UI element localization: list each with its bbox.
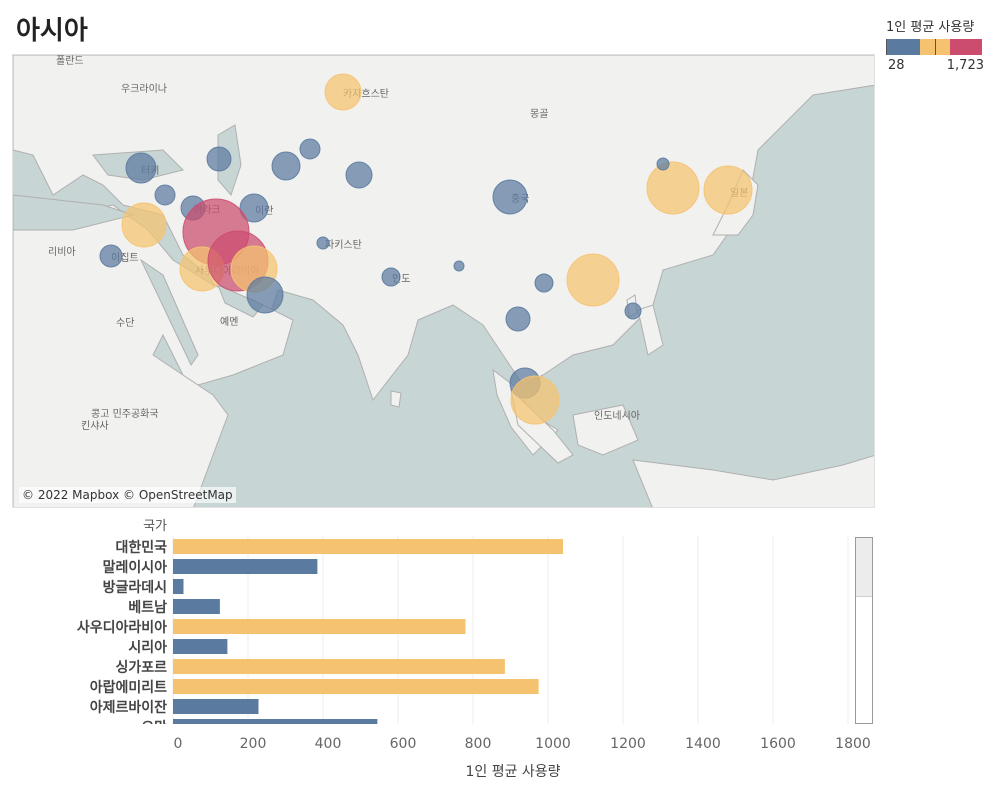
x-tick-label: 400 bbox=[315, 736, 342, 752]
x-tick-label: 1800 bbox=[835, 736, 871, 752]
legend-max-label: 1,723 bbox=[946, 58, 984, 73]
x-tick-label: 1400 bbox=[685, 736, 721, 752]
row-header-label: 국가 bbox=[143, 519, 167, 534]
map-country-bubble[interactable] bbox=[206, 146, 232, 172]
legend-tick bbox=[886, 39, 887, 55]
bar[interactable] bbox=[173, 679, 539, 694]
map-place-label: 파키스탄 bbox=[325, 239, 362, 251]
map-place-label: 우크라이나 bbox=[121, 83, 167, 95]
bar-category-label: 싱가포르 bbox=[115, 660, 167, 676]
land-mass-philippines bbox=[637, 304, 664, 356]
bar-category-label: 아제르바이잔 bbox=[90, 699, 167, 716]
page-title: 아시아 bbox=[16, 16, 88, 46]
bar[interactable] bbox=[173, 579, 184, 594]
bar[interactable] bbox=[173, 619, 466, 634]
red-sea bbox=[139, 258, 199, 366]
map-country-bubble[interactable] bbox=[345, 161, 373, 189]
color-legend: 1인 평균 사용량 28 1,723 bbox=[886, 16, 990, 73]
x-tick-label: 800 bbox=[465, 736, 492, 752]
x-tick-label: 1000 bbox=[535, 736, 571, 752]
legend-segment-high bbox=[950, 39, 982, 55]
bar[interactable] bbox=[173, 599, 220, 614]
map-country-bubble[interactable] bbox=[492, 179, 528, 215]
bar-chart-canvas: 국가 대한민국말레이시아방글라데시베트남사우디아라비아시리아싱가포르아랍에미리트… bbox=[0, 519, 871, 780]
land-mass-indonesia-east bbox=[632, 455, 874, 507]
x-tick-label: 600 bbox=[390, 736, 417, 752]
map-place-label: 리비아 bbox=[48, 246, 76, 258]
map-country-bubble[interactable] bbox=[381, 267, 401, 287]
map-country-bubble[interactable] bbox=[246, 276, 284, 314]
map-country-bubble[interactable] bbox=[125, 152, 157, 184]
bar-category-label: 사우디아라비아 bbox=[77, 619, 167, 636]
map-country-bubble[interactable] bbox=[154, 184, 176, 206]
bar[interactable] bbox=[173, 639, 228, 654]
map-place-label: 예멘 bbox=[220, 316, 238, 328]
map-view[interactable]: 폴란드우크라이나카자흐스탄몽골터키이라크이란중국일본리비아이집트사우디아라비아파… bbox=[12, 54, 875, 508]
bar-category-label: 대한민국 bbox=[115, 539, 167, 556]
bar-mask-bottom bbox=[0, 724, 850, 740]
x-tick-label: 200 bbox=[240, 736, 267, 752]
map-country-bubble[interactable] bbox=[566, 253, 620, 307]
map-country-bubble[interactable] bbox=[703, 165, 753, 215]
map-country-bubble[interactable] bbox=[99, 244, 123, 268]
scrollbar-thumb[interactable] bbox=[856, 538, 872, 597]
x-tick-label: 0 bbox=[174, 736, 183, 752]
map-place-label: 수단 bbox=[116, 317, 134, 329]
legend-segment-low bbox=[886, 39, 920, 55]
bar[interactable] bbox=[173, 539, 563, 554]
map-country-bubble[interactable] bbox=[505, 306, 531, 332]
bar-category-label: 방글라데시 bbox=[103, 579, 167, 596]
land-mass-sri-lanka bbox=[390, 390, 402, 408]
bar-category-label: 아랍에미리트 bbox=[90, 679, 167, 696]
map-country-bubble[interactable] bbox=[624, 302, 642, 320]
bar-rows[interactable]: 대한민국말레이시아방글라데시베트남사우디아라비아시리아싱가포르아랍에미리트아제르… bbox=[77, 539, 563, 736]
legend-tick bbox=[935, 39, 936, 55]
x-tick-label: 1600 bbox=[760, 736, 796, 752]
map-country-bubble[interactable] bbox=[299, 138, 321, 160]
map-country-bubble[interactable] bbox=[239, 193, 269, 223]
bar[interactable] bbox=[173, 699, 259, 714]
bar-category-label: 시리아 bbox=[128, 639, 167, 656]
bar-category-label: 베트남 bbox=[128, 599, 167, 616]
map-country-bubble[interactable] bbox=[316, 236, 330, 250]
x-tick-label: 1200 bbox=[610, 736, 646, 752]
legend-color-ramp bbox=[886, 39, 982, 55]
map-country-bubble[interactable] bbox=[656, 157, 670, 171]
map-country-bubble[interactable] bbox=[646, 161, 700, 215]
map-country-bubble[interactable] bbox=[271, 151, 301, 181]
legend-title: 1인 평균 사용량 bbox=[886, 20, 975, 35]
map-country-bubble[interactable] bbox=[324, 73, 362, 111]
bar-category-label: 말레이시아 bbox=[103, 559, 168, 576]
legend-min-label: 28 bbox=[888, 58, 905, 73]
bar[interactable] bbox=[173, 559, 318, 574]
bar[interactable] bbox=[173, 659, 505, 674]
x-axis-ticks: 0 200 400 600 800 1000 1200 1400 1600 1800 bbox=[174, 736, 871, 752]
map-country-bubble[interactable] bbox=[534, 273, 554, 293]
map-land bbox=[13, 55, 874, 507]
map-country-bubble[interactable] bbox=[121, 202, 167, 248]
land-mass-africa-arabia bbox=[13, 204, 294, 507]
map-canvas[interactable]: 폴란드우크라이나카자흐스탄몽골터키이라크이란중국일본리비아이집트사우디아라비아파… bbox=[13, 55, 875, 508]
map-place-label: 킨샤사 bbox=[81, 420, 109, 432]
map-country-bubble[interactable] bbox=[453, 260, 465, 272]
x-axis-title: 1인 평균 사용량 bbox=[465, 764, 560, 780]
land-mass-borneo bbox=[572, 404, 639, 456]
map-bubbles[interactable] bbox=[99, 73, 753, 425]
map-place-label: 콩고 민주공화국 bbox=[91, 408, 159, 420]
map-country-bubble[interactable] bbox=[510, 375, 560, 425]
map-attribution: © 2022 Mapbox © OpenStreetMap bbox=[19, 487, 236, 503]
map-place-label: 몽골 bbox=[530, 108, 548, 120]
mediterranean bbox=[13, 194, 135, 231]
map-place-label: 인도네시아 bbox=[594, 410, 640, 422]
vertical-scrollbar[interactable] bbox=[855, 537, 873, 724]
map-place-label: 폴란드 bbox=[56, 55, 84, 67]
